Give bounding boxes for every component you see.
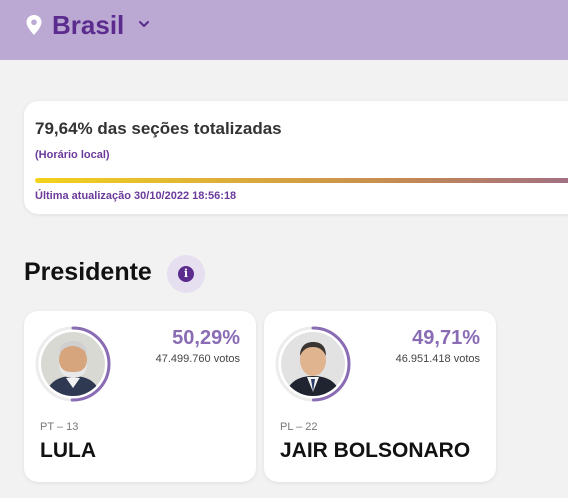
info-button[interactable]: i bbox=[167, 255, 205, 293]
vote-count: 47.499.760 votos bbox=[155, 353, 240, 365]
location-header: Brasil bbox=[0, 0, 568, 60]
totalization-progress-bar bbox=[35, 178, 568, 183]
section-title: Presidente bbox=[24, 258, 152, 286]
party-number: PT – 13 bbox=[40, 421, 79, 433]
location-pin-icon bbox=[26, 15, 42, 35]
candidate-avatar bbox=[274, 325, 352, 403]
info-icon: i bbox=[178, 266, 194, 282]
location-selector[interactable]: Brasil bbox=[52, 10, 125, 40]
party-number: PL – 22 bbox=[280, 421, 318, 433]
candidate-card-bolsonaro[interactable]: 49,71% 46.951.418 votos PL – 22 JAIR BOL… bbox=[264, 311, 496, 482]
totalization-card: 79,64% das seções totalizadas (Horário l… bbox=[24, 101, 568, 214]
vote-share-ring bbox=[35, 326, 111, 402]
candidate-photo bbox=[41, 332, 105, 396]
candidate-avatar bbox=[34, 325, 112, 403]
candidate-photo bbox=[281, 332, 345, 396]
vote-percentage: 49,71% bbox=[412, 327, 480, 349]
local-time-note: (Horário local) bbox=[35, 149, 110, 161]
candidate-card-lula[interactable]: 50,29% 47.499.760 votos PT – 13 LULA bbox=[24, 311, 256, 482]
vote-count: 46.951.418 votos bbox=[395, 353, 480, 365]
candidate-name: LULA bbox=[40, 439, 96, 462]
candidate-name: JAIR BOLSONARO bbox=[280, 439, 471, 462]
totalization-title: 79,64% das seções totalizadas bbox=[35, 119, 282, 138]
chevron-down-icon[interactable] bbox=[137, 17, 151, 31]
last-update-text: Última atualização 30/10/2022 18:56:18 bbox=[35, 190, 237, 202]
vote-percentage: 50,29% bbox=[172, 327, 240, 349]
vote-share-ring bbox=[275, 326, 351, 402]
